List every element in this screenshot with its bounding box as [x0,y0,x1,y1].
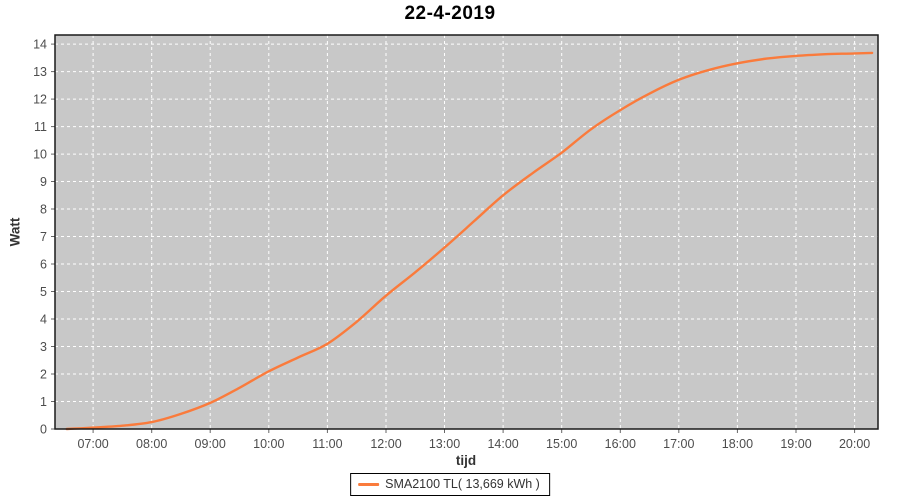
y-tick-label: 7 [40,230,47,244]
x-tick-label: 17:00 [663,437,694,451]
y-tick-label: 6 [40,258,47,272]
legend-line-swatch-icon [358,482,380,486]
x-axis-title: tijd [455,453,477,468]
y-axis-title: Watt [7,217,23,247]
x-tick-label: 08:00 [136,437,167,451]
plot-background [55,35,878,429]
x-tick-label: 20:00 [839,437,870,451]
x-tick-label: 18:00 [722,437,753,451]
legend: SMA2100 TL( 13,669 kWh ) [350,473,550,496]
y-tick-label: 4 [40,313,47,327]
chart-title: 22-4-2019 [404,3,496,24]
x-tick-label: 09:00 [195,437,226,451]
y-tick-label: 14 [33,38,47,52]
x-tick-label: 07:00 [77,437,108,451]
y-tick-label: 0 [40,423,47,437]
y-tick-label: 10 [33,148,47,162]
y-tick-label: 5 [40,285,47,299]
x-tick-label: 13:00 [429,437,460,451]
y-tick-label: 11 [34,120,47,134]
y-tick-label: 3 [40,340,47,354]
x-tick-label: 14:00 [487,437,518,451]
x-tick-label: 11:00 [312,437,342,451]
x-tick-label: 12:00 [370,437,401,451]
y-tick-label: 2 [40,368,47,382]
legend-series-label: SMA2100 TL( 13,669 kWh ) [385,477,540,491]
y-tick-label: 8 [40,203,47,217]
x-tick-label: 15:00 [546,437,577,451]
y-tick-label: 12 [33,93,47,107]
y-tick-label: 9 [40,175,47,189]
x-tick-label: 19:00 [780,437,811,451]
x-tick-label: 16:00 [605,437,636,451]
series-line [65,51,874,431]
y-tick-label: 1 [40,395,47,409]
plot-border [54,34,879,430]
y-tick-label: 13 [33,65,47,79]
x-tick-label: 10:00 [253,437,284,451]
